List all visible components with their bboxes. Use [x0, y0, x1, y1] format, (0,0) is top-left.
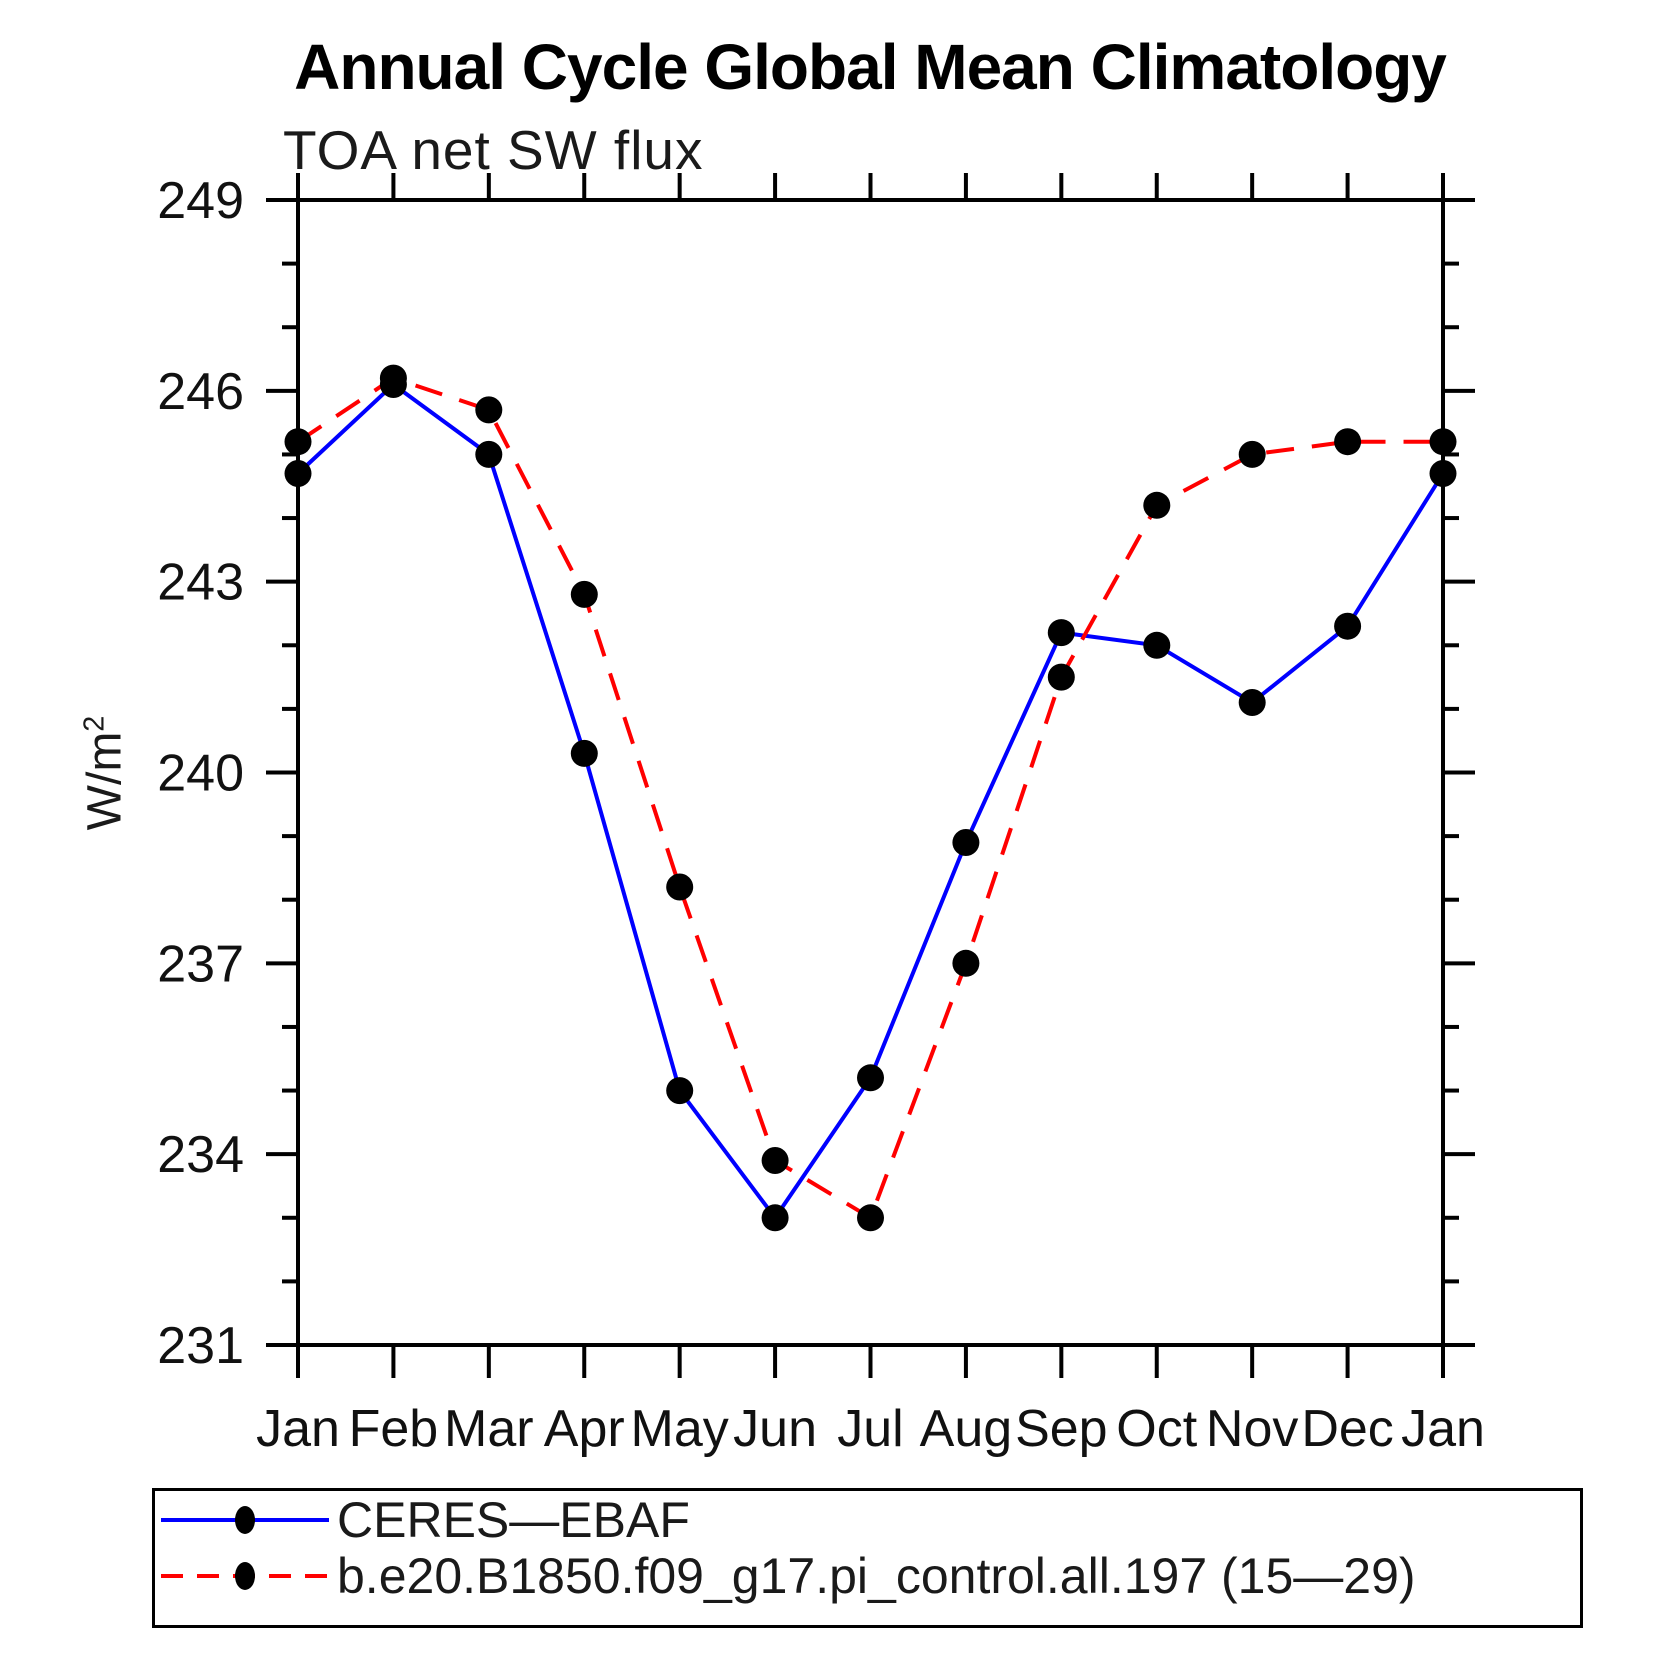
svg-text:240: 240	[157, 745, 244, 803]
svg-text:Feb: Feb	[349, 1400, 439, 1458]
svg-text:Jan: Jan	[256, 1400, 340, 1458]
svg-text:Apr: Apr	[544, 1400, 625, 1458]
svg-text:Jun: Jun	[733, 1400, 817, 1458]
legend-row: CERES—EBAF	[159, 1492, 690, 1548]
legend-label: CERES—EBAF	[337, 1492, 690, 1548]
svg-text:Jan: Jan	[1401, 1400, 1485, 1458]
svg-text:Mar: Mar	[444, 1400, 534, 1458]
svg-text:Jul: Jul	[837, 1400, 903, 1458]
svg-text:237: 237	[157, 935, 244, 993]
svg-text:Dec: Dec	[1301, 1400, 1393, 1458]
svg-text:Sep: Sep	[1015, 1400, 1108, 1458]
svg-text:Aug: Aug	[920, 1400, 1013, 1458]
legend-marker-icon	[235, 1562, 255, 1590]
legend-row: b.e20.B1850.f09_g17.pi_control.all.197 (…	[159, 1548, 1416, 1604]
legend-line-sample	[161, 1562, 329, 1590]
svg-text:249: 249	[157, 172, 244, 230]
svg-text:May: May	[631, 1400, 729, 1458]
svg-text:243: 243	[157, 554, 244, 612]
page-title: Annual Cycle Global Mean Climatology	[294, 31, 1447, 103]
legend-line-sample	[161, 1506, 329, 1534]
svg-text:246: 246	[157, 363, 244, 421]
svg-text:234: 234	[157, 1126, 244, 1184]
svg-text:Nov: Nov	[1206, 1400, 1298, 1458]
svg-text:Oct: Oct	[1116, 1400, 1197, 1458]
legend-label: b.e20.B1850.f09_g17.pi_control.all.197 (…	[337, 1548, 1416, 1604]
legend: CERES—EBAF b.e20.B1850.f09_g17.pi_contro…	[152, 1488, 1583, 1628]
chart-subtitle: TOA net SW flux	[283, 119, 704, 181]
svg-text:231: 231	[157, 1317, 244, 1375]
legend-marker-icon	[235, 1506, 255, 1534]
